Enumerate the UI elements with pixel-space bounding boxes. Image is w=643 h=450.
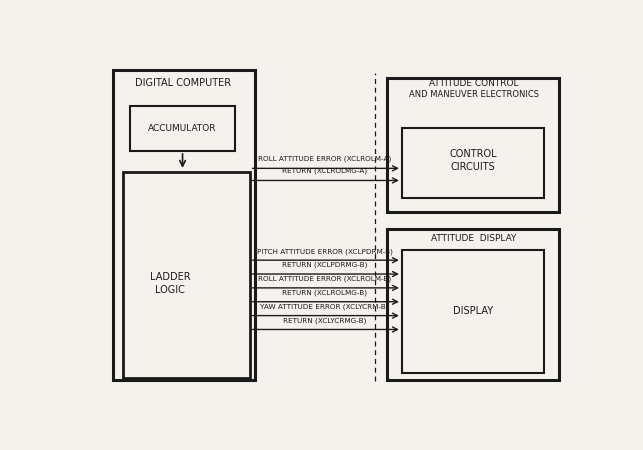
Text: RETURN (XCLPDRMG-B): RETURN (XCLPDRMG-B)	[282, 262, 367, 269]
Text: ROLL ATTITUDE ERROR (XCLROLM-A): ROLL ATTITUDE ERROR (XCLROLM-A)	[258, 156, 391, 162]
Bar	[113, 70, 255, 380]
Text: ATTITUDE  DISPLAY: ATTITUDE DISPLAY	[431, 234, 517, 243]
Text: CONTROL: CONTROL	[449, 149, 497, 159]
Text: RETURN (XCLROLMG-A): RETURN (XCLROLMG-A)	[282, 168, 367, 174]
Bar	[402, 250, 544, 373]
Text: DIGITAL COMPUTER: DIGITAL COMPUTER	[136, 78, 231, 89]
Bar	[123, 172, 249, 378]
Text: PITCH ATTITUDE ERROR (XCLPDRM-B): PITCH ATTITUDE ERROR (XCLPDRM-B)	[257, 248, 392, 255]
Text: LOGIC: LOGIC	[155, 284, 185, 295]
Text: CIRCUITS: CIRCUITS	[451, 162, 495, 172]
Text: ROLL ATTITUDE ERROR (XCLROLM-B): ROLL ATTITUDE ERROR (XCLROLM-B)	[258, 276, 391, 282]
Bar	[387, 78, 559, 212]
Bar	[402, 129, 544, 198]
Bar	[387, 229, 559, 380]
Text: RETURN (XCLYCRMG-B): RETURN (XCLYCRMG-B)	[283, 317, 367, 324]
Bar	[130, 106, 235, 151]
Text: YAW ATTITUDE ERROR (XCLYCRM-B): YAW ATTITUDE ERROR (XCLYCRM-B)	[260, 304, 389, 310]
Text: ACCUMULATOR: ACCUMULATOR	[149, 124, 217, 133]
Text: LADDER: LADDER	[150, 273, 190, 283]
Text: ATTITUDE CONTROL: ATTITUDE CONTROL	[430, 79, 519, 88]
Text: RETURN (XCLROLMG-B): RETURN (XCLROLMG-B)	[282, 290, 367, 296]
Text: DISPLAY: DISPLAY	[453, 306, 493, 316]
Text: AND MANEUVER ELECTRONICS: AND MANEUVER ELECTRONICS	[409, 90, 539, 99]
